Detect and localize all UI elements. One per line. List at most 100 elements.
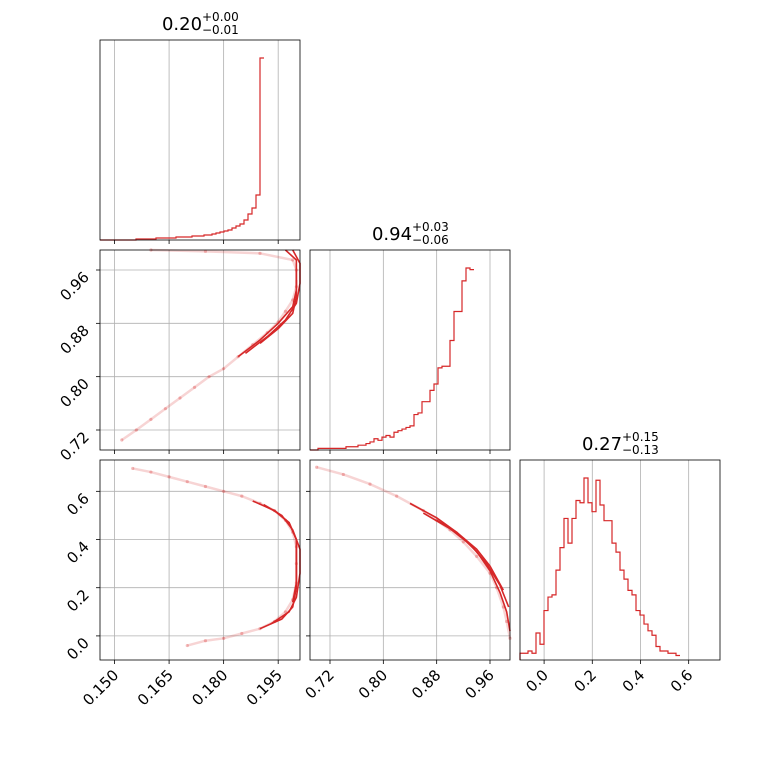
sample-density: [284, 299, 294, 313]
y-tick-label: 0.80: [56, 375, 92, 411]
title-value-2: 0.94: [372, 224, 412, 245]
sample-density: [205, 250, 261, 255]
sample-density: [284, 599, 294, 613]
sample-point: [222, 489, 226, 493]
sample-point: [203, 249, 208, 253]
title-minus-3: −0.13: [622, 443, 659, 457]
sample-density: [150, 407, 167, 421]
sample-density: [193, 375, 210, 389]
x-tick-label: 0.180: [188, 666, 231, 709]
x-tick-label: 0.72: [301, 666, 337, 702]
sample-density: [449, 528, 465, 543]
x-tick-label: 0.6: [667, 666, 697, 696]
sample-point: [283, 309, 288, 313]
sample-density: [205, 485, 224, 493]
title-plus-1: +0.00: [202, 10, 239, 24]
sample-point: [341, 472, 345, 477]
sample-point: [178, 396, 182, 400]
sample-point: [203, 484, 208, 489]
y-tick-label: 0.0: [63, 634, 93, 664]
sample-density: [179, 386, 196, 400]
panel-frame: [99, 39, 301, 241]
x-tick-label: 0.150: [79, 666, 122, 709]
sample-density: [462, 541, 478, 558]
panel-frame: [309, 249, 511, 451]
grid-layer: [100, 40, 690, 660]
sample-point: [185, 480, 189, 484]
x-tick-label: 0.96: [461, 666, 497, 702]
y-tick-label: 0.2: [63, 586, 93, 616]
sample-density: [488, 572, 498, 589]
sample-density: [369, 482, 398, 498]
panel-frame: [519, 459, 721, 661]
y-tick-label: 0.6: [63, 489, 93, 519]
sample-density: [223, 632, 243, 640]
sample-density: [121, 428, 138, 442]
sample-point: [291, 258, 295, 262]
sample-density: [186, 480, 206, 488]
title-layer: 0.20 +0.00−0.01 0.94 +0.03−0.06 0.27 +0.15−0.…: [162, 10, 659, 457]
sample-point: [240, 631, 244, 636]
sample-density: [208, 367, 225, 378]
sample-point: [240, 494, 244, 498]
sample-density: [168, 475, 188, 483]
sample-point: [167, 475, 171, 479]
frame-layer: [99, 39, 721, 661]
sample-density: [132, 467, 152, 474]
sample-density: [316, 466, 344, 476]
sample-point: [395, 494, 399, 498]
sample-density: [150, 470, 170, 479]
contour-line: [409, 502, 511, 632]
sample-density: [259, 252, 293, 262]
contour-line: [263, 503, 301, 625]
sample-point: [315, 465, 319, 469]
sample-density: [277, 310, 287, 323]
data-layer: [100, 57, 680, 660]
sample-point: [131, 466, 135, 471]
sample-point: [134, 428, 138, 432]
sample-point: [461, 540, 465, 544]
x-tick-label: 0.0: [522, 666, 552, 696]
sample-point: [258, 251, 262, 255]
sample-point: [149, 470, 153, 474]
sample-density: [502, 606, 508, 622]
x-tick-label: 0.80: [355, 666, 391, 702]
contour-line: [422, 512, 510, 608]
tick-layer: 0.150 0.165 0.180 0.195 0.72 0.80 0.88 0.96 0.0 0…: [56, 240, 697, 709]
sample-density: [205, 637, 224, 642]
title-plus-2: +0.03: [412, 220, 449, 234]
histogram-step-1: [100, 57, 264, 241]
sample-density: [222, 355, 239, 370]
title-value-3: 0.27: [582, 434, 622, 455]
sample-point: [185, 643, 189, 648]
title-minus-2: −0.06: [412, 233, 449, 247]
sample-point: [368, 482, 372, 486]
title-minus-1: −0.01: [202, 23, 239, 37]
contour-line: [436, 519, 505, 591]
sample-density: [342, 473, 371, 486]
histogram-step-3: [519, 477, 680, 660]
sample-density: [495, 587, 505, 608]
y-tick-label: 0.4: [63, 538, 93, 568]
sample-density: [164, 396, 181, 410]
x-tick-label: 0.165: [134, 666, 177, 709]
sample-density: [475, 555, 491, 575]
sample-point: [192, 385, 197, 389]
sample-density: [135, 418, 152, 432]
panel-frame: [99, 249, 301, 451]
title-plus-3: +0.15: [622, 430, 659, 444]
sample-density: [241, 627, 261, 635]
contour-line: [259, 280, 298, 344]
y-tick-label: 0.88: [56, 321, 92, 357]
title-value-1: 0.20: [162, 14, 202, 35]
histogram-step-2: [310, 267, 474, 451]
sample-point: [475, 554, 479, 558]
x-tick-label: 0.4: [619, 666, 649, 696]
contour-line: [274, 509, 298, 603]
y-tick-label: 0.72: [56, 428, 92, 464]
sample-density: [186, 639, 206, 647]
sample-density: [223, 490, 243, 498]
sample-point: [222, 636, 226, 640]
x-tick-label: 0.2: [571, 666, 601, 696]
